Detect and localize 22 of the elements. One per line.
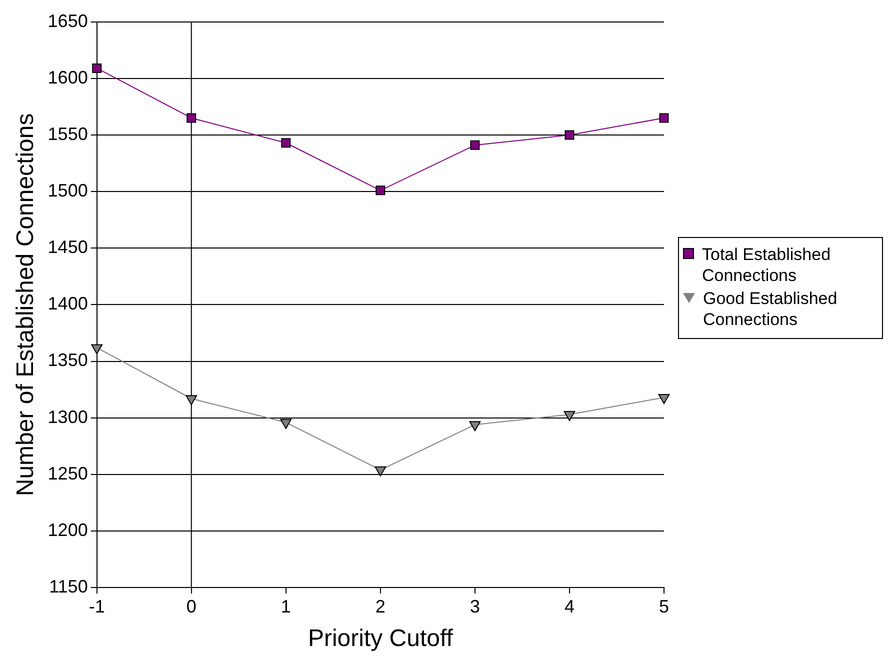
x-tick-label: 4 (564, 596, 574, 616)
y-tick-label: 1150 (49, 576, 88, 597)
legend-label: Good Established Connections (703, 288, 838, 330)
y-tick-label: 1450 (48, 237, 88, 258)
x-tick-label: 2 (375, 596, 386, 616)
y-tick-label: 1200 (48, 520, 88, 540)
y-tick-label: 1350 (48, 350, 88, 370)
x-tick-label: 5 (658, 596, 670, 616)
y-axis-title: Number of Established Connections (12, 113, 40, 496)
x-axis-title: Priority Cutoff (308, 625, 454, 652)
y-tick-label: 1650 (48, 10, 88, 31)
x-tick-label: 3 (470, 596, 480, 616)
x-tick-label: 1 (280, 596, 291, 616)
y-tick-label: 1400 (48, 294, 88, 314)
y-tick-label: 1300 (48, 406, 88, 427)
x-tick-label: -1 (88, 596, 105, 616)
legend-label: Total Established Connections (702, 244, 832, 286)
y-tick-label: 1250 (48, 463, 88, 484)
x-tick-label: 0 (186, 596, 196, 616)
y-tick-label: 1550 (48, 124, 88, 144)
y-tick-label: 1600 (48, 67, 88, 88)
y-tick-label: 1500 (48, 180, 88, 201)
